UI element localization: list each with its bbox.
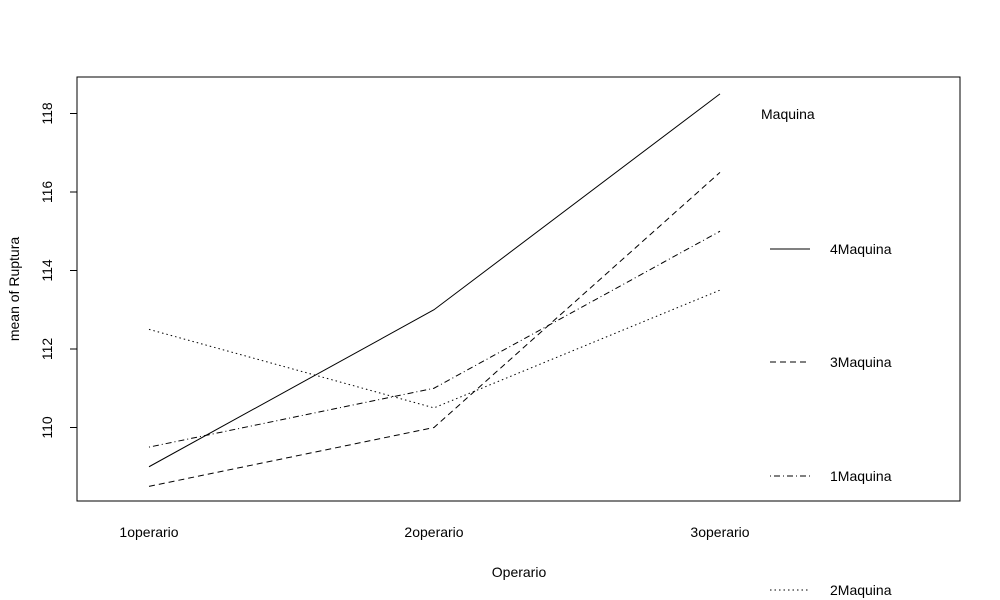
legend-title: Maquina [761,106,815,122]
x-axis-label: Operario [492,564,547,580]
y-tick-label: 118 [39,102,55,125]
series-lines [148,93,721,487]
y-tick-label: 114 [39,259,55,282]
y-tick-label: 112 [39,338,55,361]
series-line [148,230,721,448]
y-axis: 110 112 114 116 118 [39,102,78,439]
legend-label: 1Maquina [830,468,892,484]
x-axis: 1operario 2operario 3operario [119,524,749,540]
y-tick-label: 116 [39,181,55,204]
series-line [148,93,721,468]
legend-label: 3Maquina [830,354,892,370]
x-tick-label: 2operario [404,524,463,540]
y-axis-label: mean of Ruptura [6,237,22,341]
y-tick-label: 110 [39,416,55,439]
x-tick-label: 1operario [119,524,178,540]
legend: 4Maquina 3Maquina 1Maquina 2Maquina [770,241,892,598]
series-line [148,289,721,409]
legend-label: 4Maquina [830,241,892,257]
series-line [148,172,721,487]
plot-frame [76,76,961,502]
x-tick-label: 3operario [690,524,749,540]
legend-label: 2Maquina [830,582,892,598]
